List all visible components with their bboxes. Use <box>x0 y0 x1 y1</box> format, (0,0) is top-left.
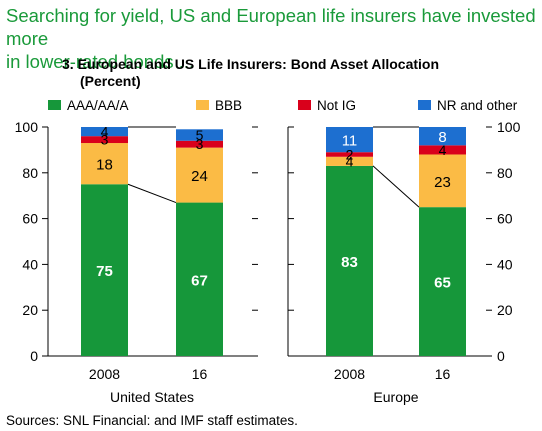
legend-label-1: BBB <box>215 98 242 113</box>
bar-1-1-0 <box>419 207 466 356</box>
chart-title-text: 3. European and US Life Insurers: Bond A… <box>62 56 440 72</box>
legend-swatch-3 <box>418 100 431 110</box>
y-tick-label-right-0: 0 <box>497 348 505 364</box>
source-note: Sources: SNL Financial: and IMF staff es… <box>6 413 298 428</box>
bar-1-0-3 <box>326 127 373 153</box>
data-label-1-0-2: 2 <box>346 146 354 162</box>
bar-0-0-1 <box>81 143 128 185</box>
data-label-0-0-3: 4 <box>101 124 109 140</box>
bar-1-1-2 <box>419 145 466 155</box>
y-tick-label-left-4: 80 <box>22 165 38 181</box>
bar-0-1-0 <box>176 202 223 356</box>
headline-line-2: in lower-rated bonds ... <box>6 51 195 72</box>
y-tick-label-right-5: 100 <box>497 119 521 135</box>
legend-swatch-2 <box>298 100 311 110</box>
chart-unit: (Percent) <box>80 73 141 89</box>
data-label-0-1-0: 67 <box>191 272 208 289</box>
legend-label-0: AAA/AA/A <box>67 98 129 113</box>
bar-1-1-3 <box>419 127 466 146</box>
data-label-0-0-1: 18 <box>96 157 113 174</box>
bar-0-0-0 <box>81 184 128 356</box>
headline: Searching for yield, US and European lif… <box>6 4 536 73</box>
x-tick-label-1-1: 16 <box>435 366 451 382</box>
data-label-1-1-0: 65 <box>434 275 451 292</box>
headline-line-1: Searching for yield, US and European lif… <box>6 5 536 49</box>
y-tick-label-left-1: 20 <box>22 302 38 318</box>
data-label-1-1-2: 4 <box>439 142 447 158</box>
bar-1-0-1 <box>326 156 373 166</box>
y-tick-label-left-5: 100 <box>15 119 39 135</box>
bar-0-1-1 <box>176 147 223 203</box>
data-label-1-0-0: 83 <box>341 254 358 271</box>
bar-1-0-0 <box>326 165 373 356</box>
data-label-1-1-3: 8 <box>438 129 446 146</box>
data-label-0-1-2: 3 <box>196 136 204 152</box>
x-tick-label-0-0: 2008 <box>89 366 120 382</box>
y-tick-label-left-0: 0 <box>30 348 38 364</box>
bar-0-0-3 <box>81 127 128 137</box>
bar-1-0-2 <box>326 152 373 157</box>
y-tick-label-left-2: 40 <box>22 256 38 272</box>
data-label-0-0-0: 75 <box>96 263 113 280</box>
x-tick-label-0-1: 16 <box>192 366 208 382</box>
data-label-0-1-3: 5 <box>196 127 204 143</box>
y-tick-label-right-3: 60 <box>497 211 513 227</box>
panel-label-1: Europe <box>373 389 418 405</box>
y-tick-label-right-1: 20 <box>497 302 513 318</box>
chart-title: 3. European and US Life Insurers: Bond A… <box>62 56 439 90</box>
bar-0-0-2 <box>81 136 128 144</box>
data-label-0-0-2: 3 <box>101 132 109 148</box>
legend-swatch-0 <box>48 100 61 110</box>
legend-label-3: NR and other <box>437 98 518 113</box>
bar-0-1-3 <box>176 129 223 141</box>
y-tick-label-left-3: 60 <box>22 211 38 227</box>
data-label-1-0-1: 4 <box>346 153 354 169</box>
bar-0-1-2 <box>176 140 223 148</box>
x-tick-label-1-0: 2008 <box>334 366 365 382</box>
connector-first-series-1 <box>372 165 420 208</box>
data-label-0-1-1: 24 <box>191 168 208 185</box>
data-label-1-1-1: 23 <box>434 174 451 191</box>
panel-label-0: United States <box>110 389 194 405</box>
connector-first-series-0 <box>127 183 177 204</box>
y-tick-label-right-2: 40 <box>497 256 513 272</box>
y-tick-label-right-4: 80 <box>497 165 513 181</box>
legend-swatch-1 <box>196 100 209 110</box>
legend-label-2: Not IG <box>317 98 356 113</box>
bar-1-1-1 <box>419 154 466 208</box>
data-label-1-0-3: 11 <box>342 133 358 150</box>
